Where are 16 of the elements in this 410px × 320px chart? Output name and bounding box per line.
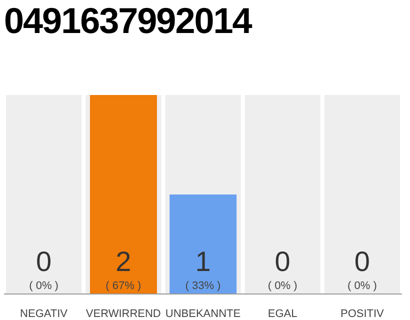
chart-title: 0491637992014 — [4, 0, 252, 42]
x-tick-label: VERWIRREND — [86, 308, 161, 320]
annotation: ( 33% ) — [185, 280, 221, 292]
annotation: ( 0% ) — [268, 280, 298, 292]
x-tick-label: UNBEKANNTE — [165, 308, 241, 320]
data-label: 1 — [195, 246, 211, 277]
annotation: ( 0% ) — [29, 280, 58, 292]
data-label: 0 — [274, 246, 290, 277]
data-label: 0 — [354, 246, 370, 277]
annotation: ( 0% ) — [348, 280, 377, 292]
data-label: 0 — [36, 246, 52, 277]
x-tick-label: EGAL — [268, 308, 298, 320]
x-tick-label: POSITIV — [340, 308, 385, 320]
data-label: 2 — [116, 246, 132, 277]
x-tick-label: NEGATIV — [20, 308, 68, 320]
annotation: ( 67% ) — [106, 280, 142, 292]
